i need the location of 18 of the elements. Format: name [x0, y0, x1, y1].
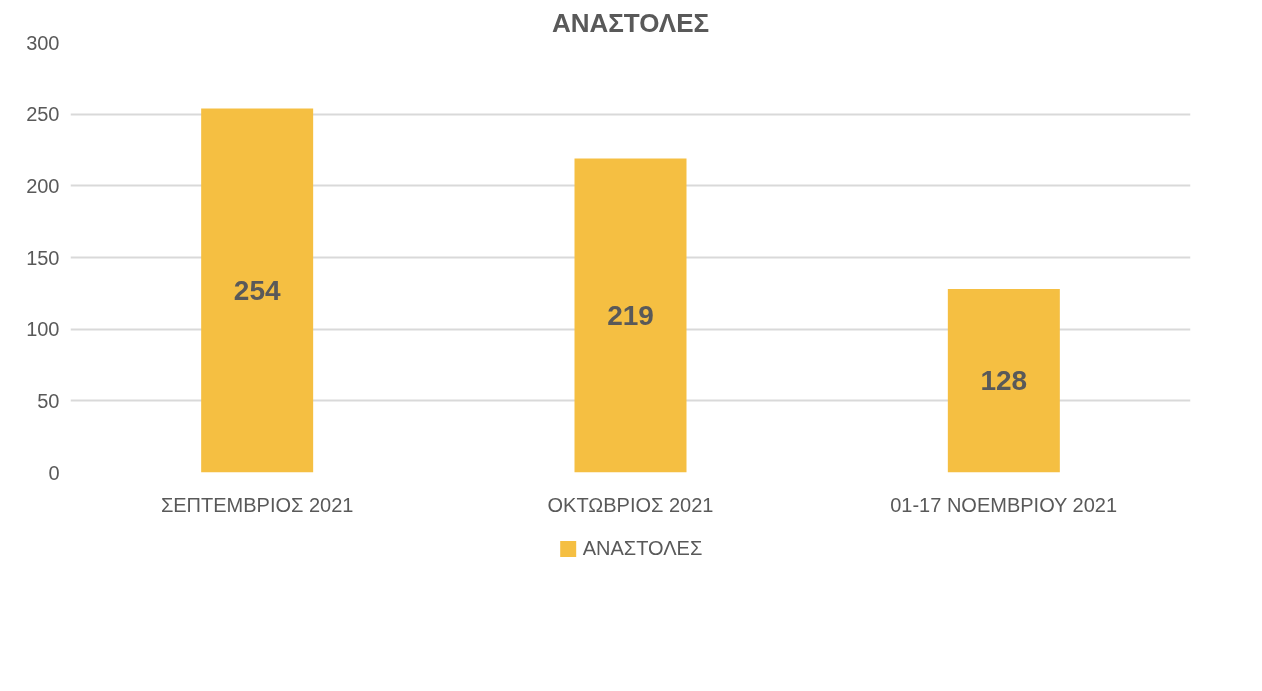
data-label: 128	[980, 365, 1028, 397]
data-label: 254	[233, 274, 281, 306]
y-tick-label: 300	[26, 31, 60, 54]
y-tick-label: 250	[26, 103, 60, 126]
x-tick-label: ΟΚΤΩΒΡΙΟΣ 2021	[547, 493, 714, 516]
bar	[201, 108, 314, 473]
y-tick-label: 0	[48, 461, 60, 484]
chart-title: ΑΝΑΣΤΟΛΕΣ	[551, 7, 710, 38]
bar	[947, 289, 1060, 473]
bar	[574, 158, 687, 473]
data-label: 219	[607, 300, 654, 332]
y-tick-label: 150	[26, 246, 60, 269]
y-tick-label: 50	[37, 389, 60, 412]
x-tick-label: ΣΕΠΤΕΜΒΡΙΟΣ 2021	[160, 493, 354, 516]
y-tick-label: 100	[26, 318, 60, 341]
legend-label: ΑΝΑΣΤΟΛΕΣ	[582, 536, 703, 560]
x-tick-label: 01-17 ΝΟΕΜΒΡΙΟΥ 2021	[890, 493, 1118, 516]
y-tick-label: 200	[26, 174, 60, 197]
